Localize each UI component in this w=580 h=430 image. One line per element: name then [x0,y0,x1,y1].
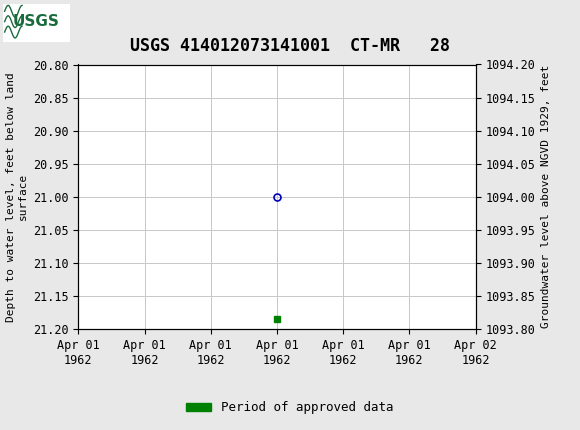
Y-axis label: Groundwater level above NGVD 1929, feet: Groundwater level above NGVD 1929, feet [541,65,551,329]
Text: USGS: USGS [13,14,60,29]
Legend: Period of approved data: Period of approved data [181,396,399,419]
FancyBboxPatch shape [3,3,70,42]
Text: USGS 414012073141001  CT-MR   28: USGS 414012073141001 CT-MR 28 [130,37,450,55]
Y-axis label: Depth to water level, feet below land
surface: Depth to water level, feet below land su… [6,72,27,322]
